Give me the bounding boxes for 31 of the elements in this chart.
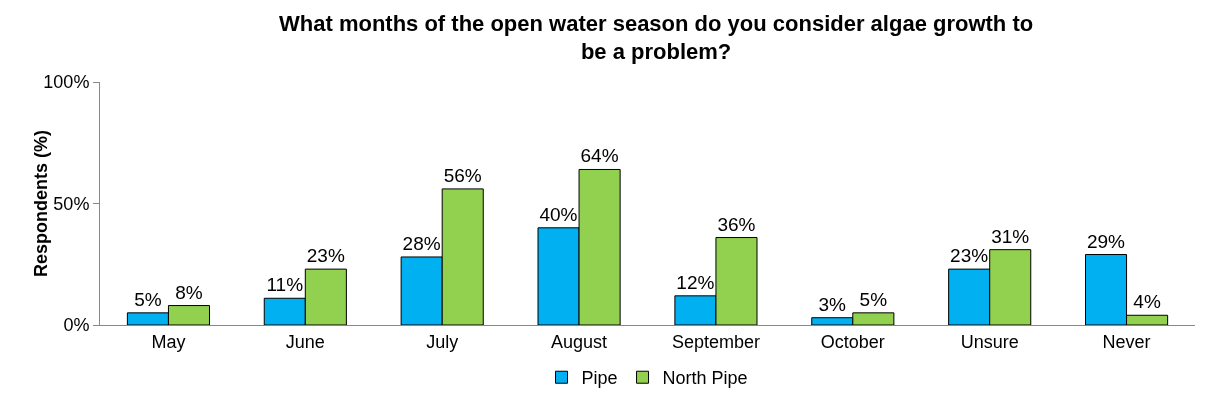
legend-label: North Pipe bbox=[662, 368, 748, 389]
y-tick-label: 0% bbox=[63, 315, 90, 336]
data-label: 31% bbox=[991, 225, 1030, 247]
x-tick-label: May bbox=[151, 331, 186, 352]
data-label: 23% bbox=[306, 245, 345, 267]
data-label: 64% bbox=[580, 145, 619, 167]
data-label: 12% bbox=[676, 271, 715, 293]
legend-label: Pipe bbox=[581, 368, 618, 389]
x-tick-label: October bbox=[820, 331, 885, 352]
data-label: 3% bbox=[818, 293, 847, 315]
x-tick-label: August bbox=[551, 331, 608, 352]
y-tick-label: 50% bbox=[53, 193, 90, 214]
data-label: 56% bbox=[443, 164, 482, 186]
data-label: 8% bbox=[175, 281, 203, 303]
data-label: 5% bbox=[134, 288, 162, 310]
x-tick-label: July bbox=[426, 331, 459, 352]
x-tick-label: September bbox=[671, 331, 760, 352]
data-label: 23% bbox=[950, 245, 989, 267]
x-tick-label: June bbox=[285, 331, 325, 352]
data-label: 4% bbox=[1133, 291, 1161, 313]
data-label: 5% bbox=[859, 288, 888, 310]
x-tick-label: Never bbox=[1102, 331, 1151, 352]
y-tick-label: 100% bbox=[43, 72, 90, 93]
data-label: 40% bbox=[539, 203, 578, 225]
chart-title: What months of the open water season do you consider algae growth to be a problem? bbox=[279, 10, 1034, 65]
y-axis-title: Respondents (%) bbox=[31, 129, 52, 278]
data-label: 29% bbox=[1086, 230, 1126, 252]
data-label: 36% bbox=[717, 213, 756, 235]
data-label: 28% bbox=[402, 232, 441, 254]
data-label: 11% bbox=[266, 274, 304, 296]
x-tick-label: Unsure bbox=[960, 331, 1019, 352]
